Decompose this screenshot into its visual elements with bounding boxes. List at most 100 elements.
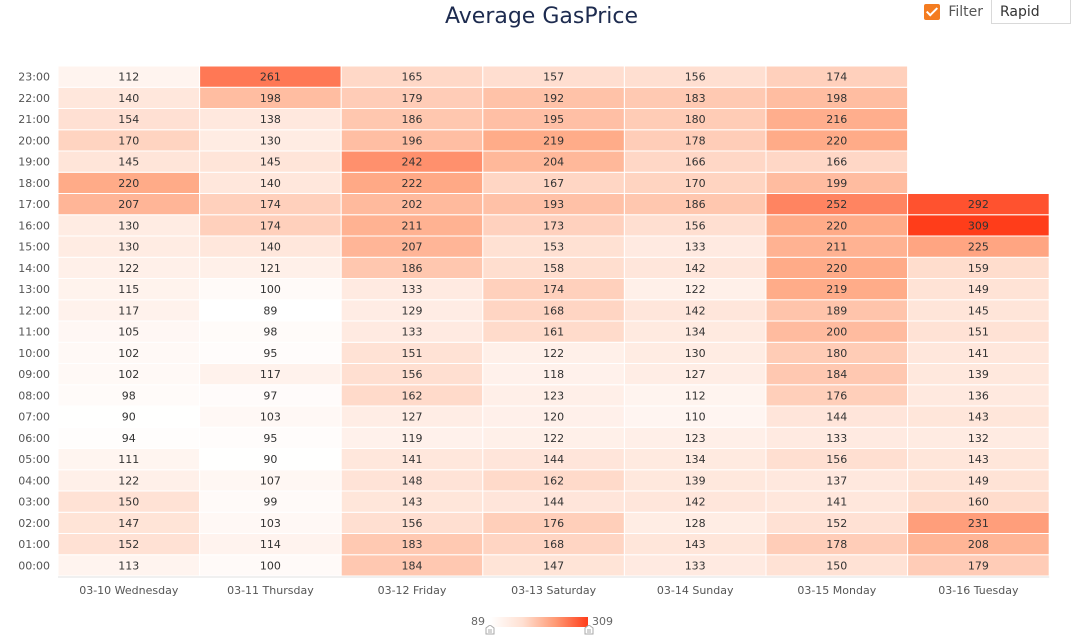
x-axis-labels: 03-10 Wednesday 03-11 Thursday 03-12 Frida…: [58, 576, 1050, 597]
y-axis-tick-label: 23:00: [18, 71, 50, 84]
cell-value-label: 147: [118, 517, 139, 530]
y-axis-tick-label: 22:00: [18, 92, 50, 105]
cell-value-label: 100: [260, 283, 281, 296]
cell-value-label: 183: [402, 538, 423, 551]
cell-value-label: 133: [685, 241, 706, 254]
heatmap-cell[interactable]: [765, 65, 909, 88]
cell-value-label: 186: [402, 262, 423, 275]
cell-value-label: 176: [543, 517, 564, 530]
cell-value-label: 220: [826, 262, 847, 275]
cell-value-label: 142: [685, 496, 706, 509]
cell-value-label: 186: [402, 113, 423, 126]
x-axis-tick-label: 03-12 Friday: [378, 584, 447, 597]
cell-value-label: 142: [685, 304, 706, 317]
cell-value-label: 211: [402, 219, 423, 232]
cell-value-label: 123: [685, 432, 706, 445]
cell-value-label: 207: [402, 241, 423, 254]
y-axis-tick-label: 17:00: [18, 198, 50, 211]
cell-value-label: 122: [543, 432, 564, 445]
cell-value-label: 170: [685, 177, 706, 190]
cell-value-label: 149: [968, 474, 989, 487]
cell-value-label: 179: [402, 92, 423, 105]
cell-value-label: 139: [968, 368, 989, 381]
heatmap-chart: 113 152 147 150 122 111 94 90 98 102 102 105 117 115 1…: [18, 65, 1050, 597]
y-axis-labels: 00:00 01:00 02:00 03:00 04:00 05:00 06:00 07:00…: [18, 71, 50, 573]
cell-value-label: 133: [402, 283, 423, 296]
cell-value-label: 141: [968, 347, 989, 360]
y-axis-tick-label: 18:00: [18, 177, 50, 190]
y-axis-tick-label: 03:00: [18, 496, 50, 509]
y-axis-tick-label: 11:00: [18, 326, 50, 339]
cell-value-label: 137: [826, 474, 847, 487]
cell-value-label: 99: [263, 496, 277, 509]
cell-value-label: 149: [968, 283, 989, 296]
cell-value-label: 105: [118, 326, 139, 339]
cell-value-label: 107: [260, 474, 281, 487]
heatmap-cell[interactable]: [907, 193, 1050, 216]
cell-value-label: 148: [402, 474, 423, 487]
legend-color-bar[interactable]: [490, 617, 588, 627]
cell-value-label: 145: [260, 156, 281, 169]
cell-value-label: 97: [263, 389, 277, 402]
cell-value-label: 184: [402, 559, 423, 572]
y-axis-tick-label: 04:00: [18, 474, 50, 487]
cell-value-label: 231: [968, 517, 989, 530]
cell-value-label: 144: [543, 453, 564, 466]
cell-value-label: 151: [968, 326, 989, 339]
y-axis-tick-label: 06:00: [18, 432, 50, 445]
cell-value-label: 95: [263, 432, 277, 445]
cell-value-label: 199: [826, 177, 847, 190]
cell-value-label: 168: [543, 538, 564, 551]
cell-value-label: 178: [685, 134, 706, 147]
cell-value-label: 98: [263, 326, 277, 339]
cell-value-label: 150: [118, 496, 139, 509]
cell-value-label: 123: [543, 389, 564, 402]
cell-value-label: 132: [968, 432, 989, 445]
cell-value-label: 136: [968, 389, 989, 402]
y-axis-tick-label: 19:00: [18, 156, 50, 169]
y-axis-tick-label: 12:00: [18, 304, 50, 317]
legend-handle-min-icon[interactable]: [485, 625, 495, 635]
filter-checkbox[interactable]: [924, 4, 941, 20]
cell-value-label: 130: [260, 134, 281, 147]
cell-value-label: 127: [402, 411, 423, 424]
cell-value-label: 143: [968, 453, 989, 466]
cell-value-label: 180: [685, 113, 706, 126]
legend-max-label: 309: [592, 615, 613, 628]
cell-value-label: 114: [260, 538, 281, 551]
cell-value-label: 180: [826, 347, 847, 360]
cell-value-label: 196: [402, 134, 423, 147]
cell-value-label: 143: [685, 538, 706, 551]
cell-value-label: 122: [543, 347, 564, 360]
cell-value-label: 112: [118, 71, 139, 84]
cell-value-label: 115: [118, 283, 139, 296]
cell-value-label: 89: [263, 304, 277, 317]
cell-value-label: 133: [826, 432, 847, 445]
x-axis-tick-label: 03-10 Wednesday: [79, 584, 179, 597]
y-axis-tick-label: 16:00: [18, 219, 50, 232]
y-axis-tick-label: 15:00: [18, 241, 50, 254]
cell-value-label: 252: [826, 198, 847, 211]
cell-value-label: 261: [260, 71, 281, 84]
y-axis-tick-label: 21:00: [18, 113, 50, 126]
y-axis-tick-label: 10:00: [18, 347, 50, 360]
cell-value-label: 193: [543, 198, 564, 211]
legend-handle-max-icon[interactable]: [584, 625, 594, 635]
cell-value-label: 98: [122, 389, 136, 402]
cell-value-label: 145: [968, 304, 989, 317]
cell-value-label: 134: [685, 326, 706, 339]
cell-value-label: 167: [543, 177, 564, 190]
chart-title: Average GasPrice: [445, 4, 638, 29]
y-axis-tick-label: 07:00: [18, 411, 50, 424]
cell-value-label: 128: [685, 517, 706, 530]
cell-value-label: 183: [685, 92, 706, 105]
cell-value-label: 145: [118, 156, 139, 169]
cell-value-label: 211: [826, 241, 847, 254]
cell-value-label: 179: [968, 559, 989, 572]
cell-value-label: 192: [543, 92, 564, 105]
x-axis-tick-label: 03-16 Tuesday: [938, 584, 1019, 597]
cell-value-label: 139: [685, 474, 706, 487]
cell-value-label: 219: [543, 134, 564, 147]
cell-value-label: 113: [118, 559, 139, 572]
cell-value-label: 174: [543, 283, 564, 296]
